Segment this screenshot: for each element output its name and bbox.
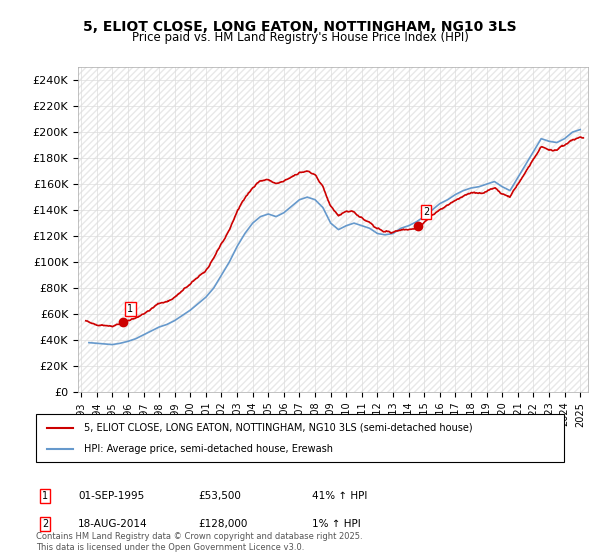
Text: 1: 1 bbox=[127, 304, 134, 314]
Text: 01-SEP-1995: 01-SEP-1995 bbox=[78, 491, 144, 501]
Text: HPI: Average price, semi-detached house, Erewash: HPI: Average price, semi-detached house,… bbox=[83, 444, 332, 454]
Text: 1: 1 bbox=[42, 491, 48, 501]
Text: 2: 2 bbox=[42, 519, 48, 529]
FancyBboxPatch shape bbox=[36, 414, 564, 462]
Text: 5, ELIOT CLOSE, LONG EATON, NOTTINGHAM, NG10 3LS: 5, ELIOT CLOSE, LONG EATON, NOTTINGHAM, … bbox=[83, 20, 517, 34]
Text: 18-AUG-2014: 18-AUG-2014 bbox=[78, 519, 148, 529]
Text: £53,500: £53,500 bbox=[198, 491, 241, 501]
Text: Price paid vs. HM Land Registry's House Price Index (HPI): Price paid vs. HM Land Registry's House … bbox=[131, 31, 469, 44]
Text: 1% ↑ HPI: 1% ↑ HPI bbox=[312, 519, 361, 529]
Text: 41% ↑ HPI: 41% ↑ HPI bbox=[312, 491, 367, 501]
Text: 5, ELIOT CLOSE, LONG EATON, NOTTINGHAM, NG10 3LS (semi-detached house): 5, ELIOT CLOSE, LONG EATON, NOTTINGHAM, … bbox=[83, 423, 472, 433]
Text: £128,000: £128,000 bbox=[198, 519, 247, 529]
Text: Contains HM Land Registry data © Crown copyright and database right 2025.
This d: Contains HM Land Registry data © Crown c… bbox=[36, 532, 362, 552]
Text: 2: 2 bbox=[423, 207, 430, 217]
